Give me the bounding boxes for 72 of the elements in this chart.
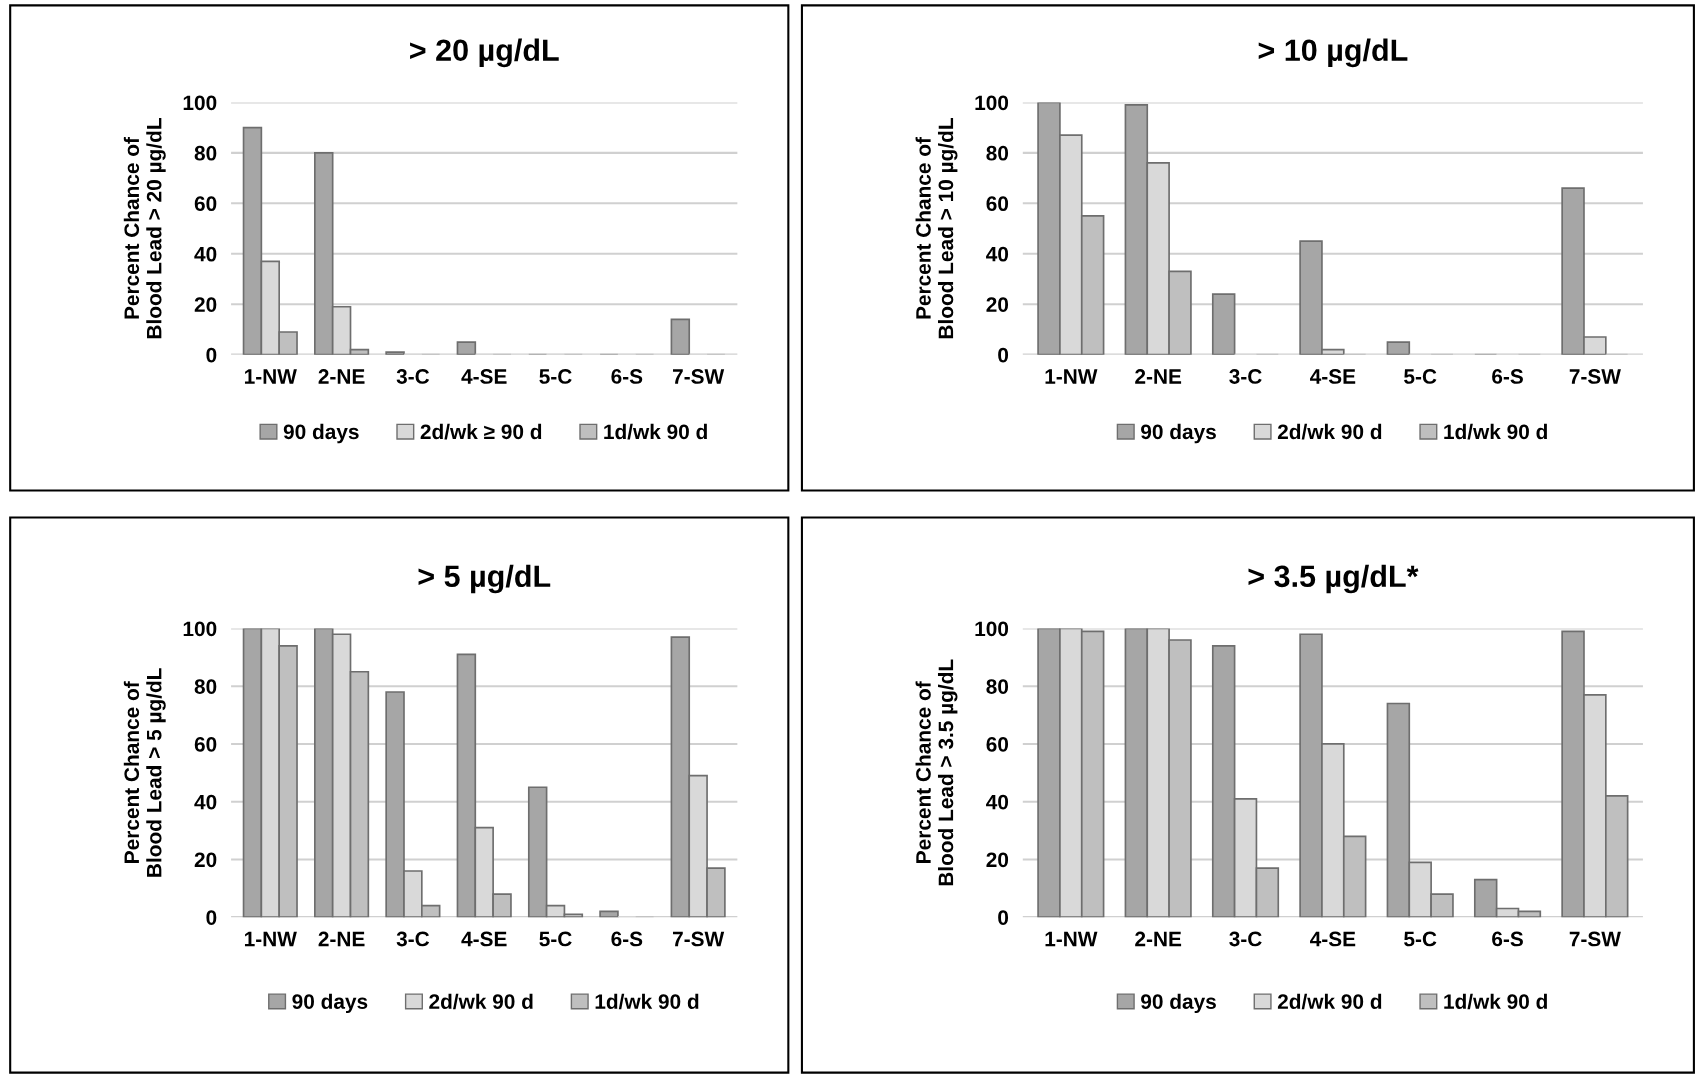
- y-tick-label: 100: [183, 95, 217, 111]
- x-tick-label: 2-NE: [1135, 369, 1182, 384]
- legend-label: 90 days: [1141, 993, 1216, 1014]
- x-tick-label: 5-C: [1404, 931, 1437, 947]
- x-tick-label: 7-SW: [673, 931, 725, 947]
- legend-label: 90 days: [283, 423, 359, 444]
- y-tick-label: 60: [194, 736, 217, 752]
- y-tick-label: 100: [183, 621, 217, 637]
- y-tick-label: 40: [194, 794, 217, 810]
- legend-label: 2d/wk 90 d: [1277, 423, 1382, 440]
- x-tick-label: 2-NE: [318, 369, 365, 384]
- y-tick-label: 20: [986, 297, 1009, 312]
- x-tick-label: 2-NE: [1135, 931, 1182, 947]
- chart-title: > 5 µg/dL: [418, 564, 551, 594]
- y-axis-title: Percent Chance of Blood Lead > 5 µg/dL: [123, 668, 166, 877]
- x-tick-label: 5-C: [539, 369, 572, 384]
- x-tick-label: 6-S: [1492, 369, 1523, 384]
- x-tick-label: 3-C: [396, 369, 430, 384]
- y-tick-label: 40: [986, 794, 1009, 810]
- x-tick-label: 3-C: [1229, 931, 1262, 947]
- x-tick-label: 1-NW: [244, 369, 297, 384]
- y-tick-label: 0: [206, 910, 217, 925]
- legend-label: 2d/wk 90 d: [429, 993, 533, 1010]
- x-tick-label: 6-S: [1492, 931, 1523, 947]
- legend-label: 2d/wk 90 d: [1277, 993, 1382, 1010]
- y-tick-label: 60: [194, 196, 217, 212]
- legend-label: 1d/wk 90 d: [1444, 423, 1547, 440]
- y-axis-title: Percent Chance of Blood Lead > 20 µg/dL: [123, 118, 166, 339]
- y-tick-label: 100: [975, 95, 1009, 111]
- x-tick-label: 4-SE: [461, 369, 507, 384]
- x-tick-label: 7-SW: [1569, 931, 1621, 947]
- y-tick-label: 80: [194, 679, 217, 694]
- x-tick-label: 4-SE: [461, 931, 507, 947]
- chart-title: > 10 µg/dL: [1258, 38, 1408, 68]
- legend-label: 1d/wk 90 d: [604, 423, 707, 440]
- x-tick-label: 3-C: [396, 931, 430, 947]
- x-tick-label: 2-NE: [318, 931, 365, 947]
- y-tick-label: 0: [998, 347, 1009, 363]
- legend-label: 1d/wk 90 d: [1444, 993, 1547, 1010]
- x-tick-label: 4-SE: [1310, 931, 1356, 947]
- y-tick-label: 20: [986, 852, 1009, 868]
- chart-title: > 3.5 µg/dL*: [1248, 564, 1419, 594]
- y-tick-label: 0: [206, 347, 217, 363]
- y-tick-label: 40: [986, 246, 1009, 262]
- x-tick-label: 6-S: [611, 369, 643, 384]
- y-tick-label: 100: [975, 621, 1009, 637]
- x-tick-label: 5-C: [539, 931, 572, 947]
- x-tick-label: 3-C: [1229, 369, 1262, 384]
- y-tick-label: 60: [986, 196, 1009, 212]
- y-tick-label: 60: [986, 736, 1009, 752]
- y-tick-label: 20: [194, 852, 217, 868]
- y-tick-label: 0: [998, 910, 1009, 925]
- y-tick-label: 80: [194, 145, 217, 161]
- x-tick-label: 7-SW: [1569, 369, 1621, 384]
- y-tick-label: 80: [986, 145, 1009, 161]
- y-axis-title: Percent Chance of Blood Lead > 3.5 µg/dL: [915, 659, 958, 886]
- legend-label: 1d/wk 90 d: [595, 993, 699, 1010]
- legend-label: 2d/wk ≥ 90 d: [420, 423, 542, 440]
- x-tick-label: 6-S: [611, 931, 643, 947]
- y-tick-label: 40: [194, 246, 217, 262]
- x-tick-label: 1-NW: [1045, 369, 1098, 384]
- x-tick-label: 7-SW: [673, 369, 725, 384]
- y-tick-label: 20: [194, 297, 217, 312]
- x-tick-label: 1-NW: [244, 931, 297, 947]
- legend-label: 90 days: [292, 993, 368, 1014]
- y-axis-title: Percent Chance of Blood Lead > 10 µg/dL: [915, 118, 958, 339]
- chart-title: > 20 µg/dL: [410, 38, 559, 68]
- y-tick-label: 80: [986, 679, 1009, 694]
- x-tick-label: 5-C: [1404, 369, 1437, 384]
- x-tick-label: 4-SE: [1310, 369, 1356, 384]
- legend-label: 90 days: [1141, 423, 1216, 444]
- x-tick-label: 1-NW: [1045, 931, 1098, 947]
